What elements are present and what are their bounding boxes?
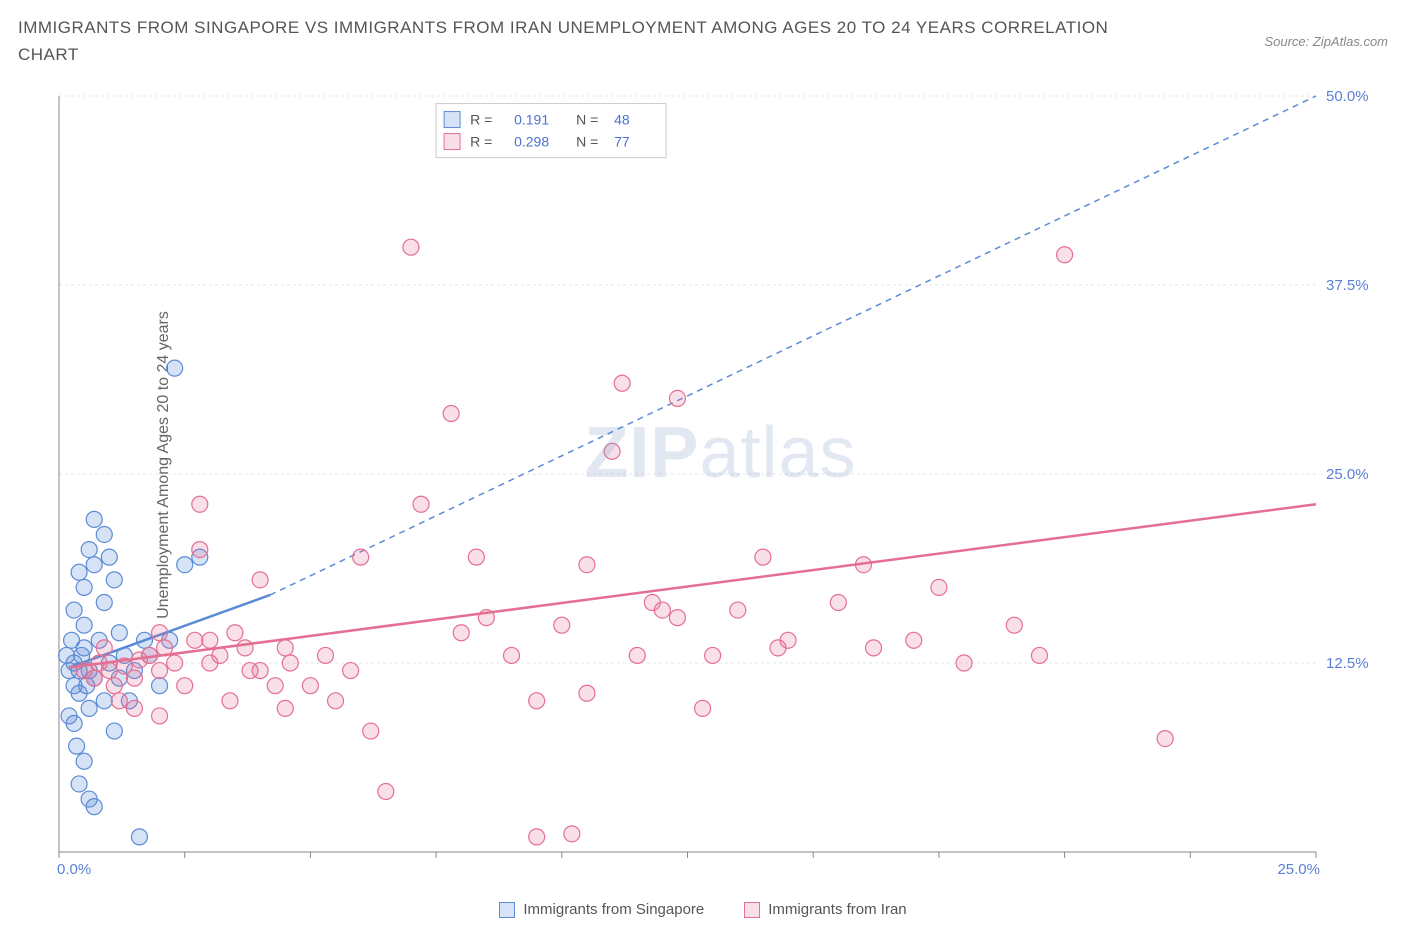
svg-text:25.0%: 25.0%	[1277, 861, 1320, 878]
legend-swatch-icon	[499, 902, 515, 918]
legend-label: Immigrants from Singapore	[523, 901, 704, 918]
legend-item-singapore: Immigrants from Singapore	[499, 901, 704, 918]
svg-text:0.0%: 0.0%	[57, 861, 91, 878]
chart-source: Source: ZipAtlas.com	[1264, 34, 1388, 49]
chart-title: IMMIGRANTS FROM SINGAPORE VS IMMIGRANTS …	[18, 14, 1118, 68]
svg-text:25.0%: 25.0%	[1326, 466, 1369, 483]
legend-swatch-icon	[744, 902, 760, 918]
svg-text:48: 48	[614, 112, 630, 128]
svg-text:N =: N =	[576, 134, 598, 150]
svg-text:50.0%: 50.0%	[1326, 90, 1369, 105]
svg-text:77: 77	[614, 134, 630, 150]
legend-item-iran: Immigrants from Iran	[744, 901, 906, 918]
scatter-plot: 12.5% 25.0% 37.5% 50.0% 0.0% 25.0% R = 0.191 N =…	[55, 90, 1386, 880]
svg-text:R =: R =	[470, 134, 492, 150]
svg-text:0.191: 0.191	[514, 112, 549, 128]
svg-text:12.5%: 12.5%	[1326, 655, 1369, 672]
bottom-legend: Immigrants from Singapore Immigrants fro…	[0, 901, 1406, 918]
svg-text:R =: R =	[470, 112, 492, 128]
legend-label: Immigrants from Iran	[768, 901, 906, 918]
svg-text:0.298: 0.298	[514, 134, 549, 150]
svg-text:37.5%: 37.5%	[1326, 277, 1369, 294]
svg-text:N =: N =	[576, 112, 598, 128]
